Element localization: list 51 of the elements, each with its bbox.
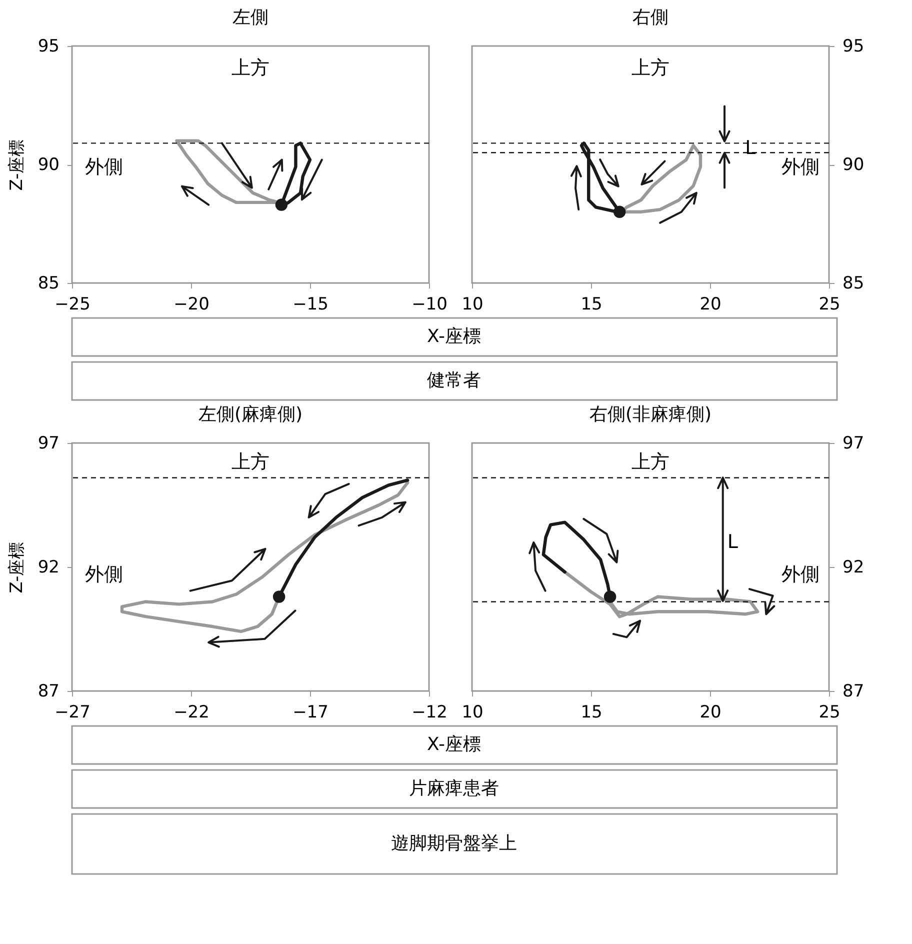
line-series — [120, 481, 410, 634]
text: 片麻痺患者 — [409, 778, 499, 799]
y-tick-label: 90 — [38, 155, 60, 175]
chart-title: 左側(麻痺側) — [198, 404, 303, 425]
x-tick-label: −15 — [292, 294, 328, 314]
x-tick-label: 20 — [700, 294, 722, 314]
x-tick-label: 25 — [818, 702, 840, 722]
annotation: 上方 — [632, 57, 670, 80]
y-tick-label: 95 — [842, 36, 864, 56]
y-tick-label: 97 — [842, 434, 864, 454]
x-axis-title: X-座標 — [427, 734, 481, 755]
x-tick-label: −17 — [292, 702, 328, 722]
y-tick-label: 95 — [38, 36, 60, 56]
chart-title: 右側(非麻痺側) — [589, 404, 712, 425]
x-tick-label: 20 — [700, 702, 722, 722]
line-series — [563, 570, 760, 618]
y-tick-label: 90 — [842, 155, 864, 175]
y-tick-label: 92 — [38, 558, 60, 578]
annotation: 外側 — [781, 563, 820, 586]
x-tick-label: 10 — [462, 294, 484, 314]
chart-title: 左側 — [232, 7, 268, 28]
y-tick-label: 87 — [842, 682, 864, 702]
x-tick-label: −25 — [54, 294, 90, 314]
annotation: 外側 — [85, 156, 124, 178]
y-tick-label: 85 — [38, 274, 60, 294]
x-tick-label: −12 — [412, 702, 448, 722]
x-tick-label: 25 — [818, 294, 840, 314]
annotation: 上方 — [232, 57, 270, 80]
y-axis-title: Z-座標 — [6, 542, 27, 594]
x-axis-title: X-座標 — [427, 326, 481, 347]
x-tick-label: 10 — [462, 702, 484, 722]
annotation: 上方 — [232, 451, 270, 474]
y-tick-label: 87 — [38, 682, 60, 702]
annotation: L — [745, 136, 756, 159]
chart-title: 右側 — [632, 7, 668, 28]
x-tick-label: −20 — [174, 294, 210, 314]
y-tick-label: 97 — [38, 434, 60, 454]
y-tick-label: 85 — [842, 274, 864, 294]
x-tick-label: 15 — [580, 294, 602, 314]
x-tick-label: −22 — [174, 702, 210, 722]
x-tick-label: −10 — [412, 294, 448, 314]
annotation: 外側 — [85, 563, 124, 586]
text: 遊脚期骨盤挙上 — [391, 833, 517, 854]
text: 健常者 — [427, 370, 481, 391]
x-tick-label: −27 — [54, 702, 90, 722]
annotation: 上方 — [632, 451, 670, 474]
x-tick-label: 15 — [580, 702, 602, 722]
y-axis-title: Z-座標 — [6, 139, 27, 191]
y-tick-label: 92 — [842, 558, 864, 578]
annotation: 外側 — [781, 156, 820, 178]
annotation: L — [727, 531, 738, 554]
